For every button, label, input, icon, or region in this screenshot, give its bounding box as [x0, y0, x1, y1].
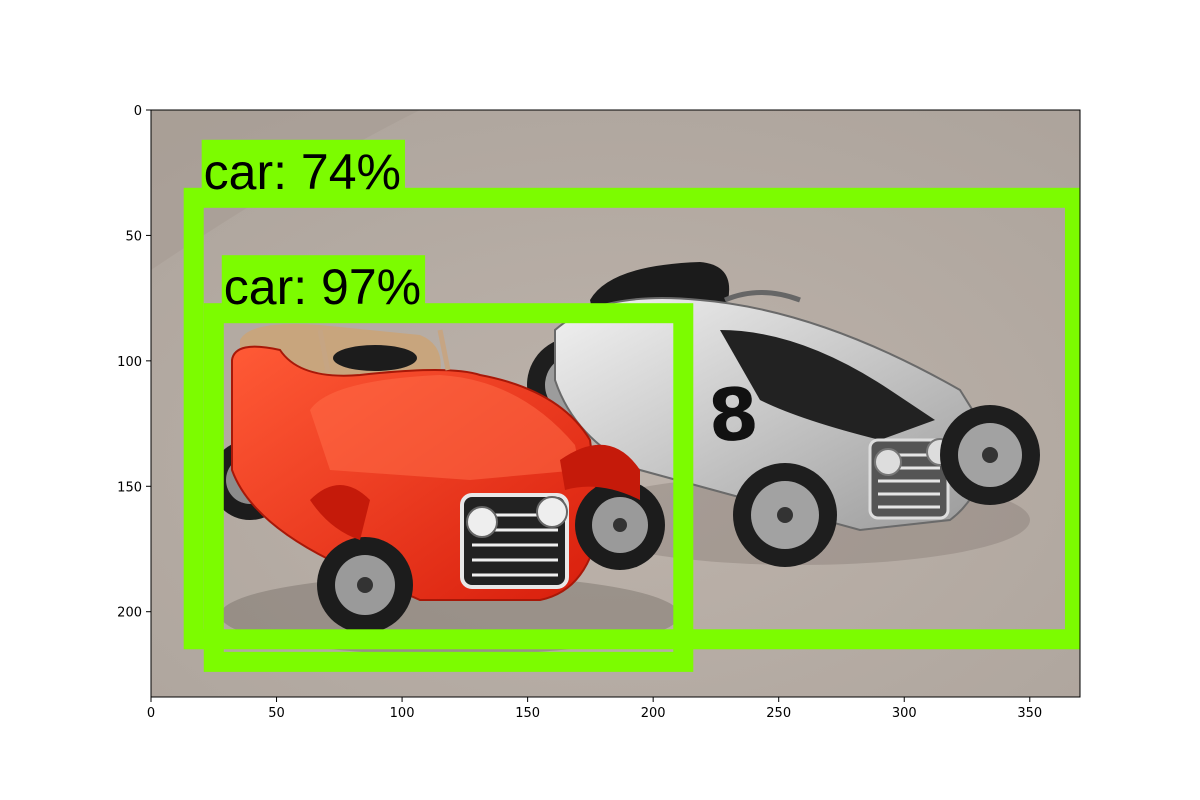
y-tick-label: 50	[125, 229, 142, 244]
detection-label: car: 97%	[224, 259, 421, 315]
x-axis: 0 50 100 150 200 250 300 350	[147, 697, 1042, 721]
y-axis: 0 50 100 150 200	[117, 104, 151, 621]
y-tick-label: 0	[134, 104, 142, 119]
x-tick-label: 0	[147, 706, 155, 721]
y-tick-label: 200	[117, 606, 142, 621]
x-tick-label: 250	[766, 706, 791, 721]
x-tick-label: 150	[515, 706, 540, 721]
detection-1: car: 74%	[183, 139, 1080, 650]
detection-box	[203, 303, 694, 672]
silver-car-number: 8	[705, 371, 761, 458]
detection-box	[183, 187, 1080, 650]
photo: 8	[151, 110, 1080, 697]
detection-overlays: car: 74% car: 97%	[183, 139, 1080, 672]
y-tick-label: 100	[117, 355, 142, 370]
x-tick-label: 200	[641, 706, 666, 721]
x-tick-label: 50	[268, 706, 285, 721]
axes-frame	[150, 109, 1081, 698]
detection-label-background	[221, 255, 426, 314]
x-tick-label: 100	[390, 706, 415, 721]
x-tick-label: 350	[1017, 706, 1042, 721]
detection-label: car: 74%	[204, 144, 401, 200]
detection-label-background	[201, 139, 406, 198]
x-tick-label: 300	[892, 706, 917, 721]
detection-2: car: 97%	[203, 255, 694, 672]
y-tick-label: 150	[117, 480, 142, 495]
